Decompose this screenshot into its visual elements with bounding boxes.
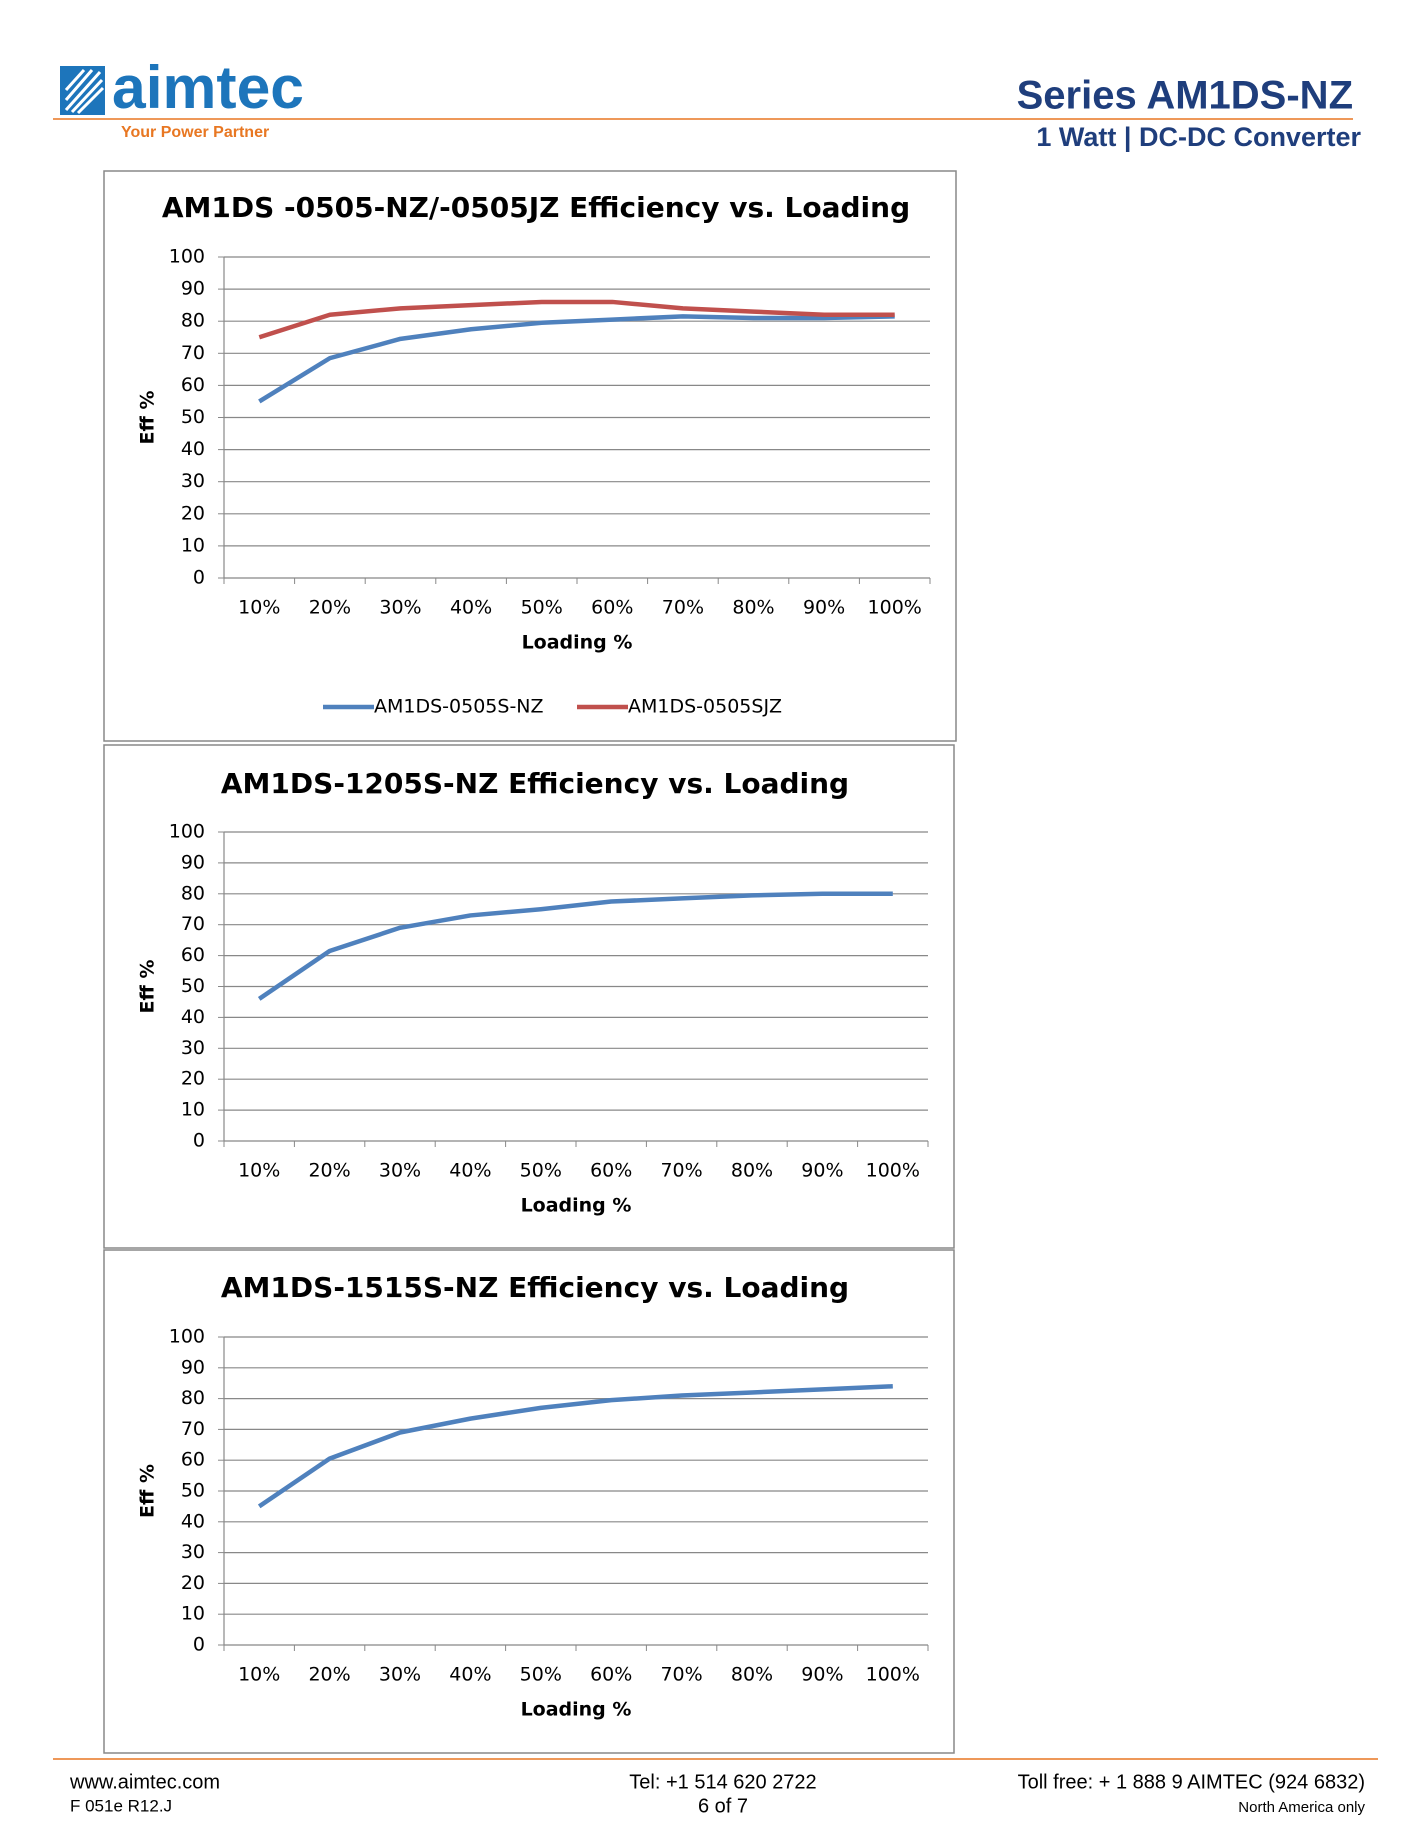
chart-title: AM1DS-1205S-NZ Efficiency vs. Loading bbox=[221, 767, 849, 800]
y-tick-label: 50 bbox=[181, 406, 205, 428]
x-tick-label: 90% bbox=[801, 1664, 843, 1686]
y-tick-label: 20 bbox=[181, 1572, 205, 1594]
y-tick-label: 0 bbox=[193, 567, 205, 589]
y-tick-label: 30 bbox=[181, 1037, 205, 1059]
x-tick-label: 80% bbox=[731, 1160, 773, 1182]
x-tick-label: 50% bbox=[520, 1160, 562, 1182]
y-tick-label: 0 bbox=[193, 1130, 205, 1152]
chart-frame bbox=[103, 170, 957, 742]
x-axis-title: Loading % bbox=[521, 1699, 632, 1721]
y-tick-label: 80 bbox=[181, 882, 205, 904]
y-tick-label: 20 bbox=[181, 502, 205, 524]
y-tick-label: 80 bbox=[181, 310, 205, 332]
x-tick-label: 80% bbox=[731, 1664, 773, 1686]
footer-tel: Tel: +1 514 620 2722 bbox=[629, 1771, 816, 1793]
legend-label: AM1DS-0505SJZ bbox=[628, 696, 782, 718]
footer-region: North America only bbox=[1238, 1799, 1365, 1816]
y-tick-label: 100 bbox=[169, 1326, 205, 1348]
x-tick-label: 70% bbox=[660, 1664, 702, 1686]
y-tick-label: 90 bbox=[181, 278, 205, 300]
x-tick-label: 20% bbox=[308, 1160, 350, 1182]
y-axis-title: Eff % bbox=[137, 1464, 159, 1518]
x-tick-label: 70% bbox=[660, 1160, 702, 1182]
series-line bbox=[258, 314, 895, 404]
y-tick-label: 10 bbox=[181, 1603, 205, 1625]
y-tick-label: 70 bbox=[181, 342, 205, 364]
x-axis-title: Loading % bbox=[522, 632, 633, 654]
x-tick-label: 40% bbox=[450, 597, 492, 619]
y-tick-label: 40 bbox=[181, 1510, 205, 1532]
x-tick-label: 80% bbox=[732, 597, 774, 619]
x-tick-label: 40% bbox=[449, 1664, 491, 1686]
chart-frame bbox=[103, 744, 955, 1249]
footer-page: 6 of 7 bbox=[698, 1795, 748, 1817]
y-tick-label: 10 bbox=[181, 1099, 205, 1121]
tagline: Your Power Partner bbox=[121, 124, 269, 141]
y-tick-label: 60 bbox=[181, 374, 205, 396]
x-tick-label: 20% bbox=[308, 1664, 350, 1686]
y-tick-label: 100 bbox=[169, 821, 205, 843]
series-line bbox=[258, 299, 895, 340]
y-tick-label: 70 bbox=[181, 1418, 205, 1440]
x-tick-label: 10% bbox=[238, 1160, 280, 1182]
x-tick-label: 30% bbox=[379, 1664, 421, 1686]
y-tick-label: 0 bbox=[193, 1634, 205, 1656]
x-tick-label: 90% bbox=[801, 1160, 843, 1182]
chart-frame bbox=[103, 1249, 955, 1754]
y-tick-label: 20 bbox=[181, 1068, 205, 1090]
y-tick-label: 50 bbox=[181, 1480, 205, 1502]
x-tick-label: 70% bbox=[662, 597, 704, 619]
y-tick-label: 30 bbox=[181, 1541, 205, 1563]
logo: aimtec Your Power Partner bbox=[60, 54, 304, 141]
logo-stripes bbox=[64, 68, 105, 115]
chart-title: AM1DS-1515S-NZ Efficiency vs. Loading bbox=[221, 1271, 849, 1304]
y-tick-label: 10 bbox=[181, 534, 205, 556]
y-tick-label: 90 bbox=[181, 851, 205, 873]
y-axis-title: Eff % bbox=[137, 959, 159, 1013]
x-tick-label: 90% bbox=[803, 597, 845, 619]
x-tick-label: 20% bbox=[309, 597, 351, 619]
x-tick-label: 10% bbox=[238, 1664, 280, 1686]
y-tick-label: 40 bbox=[181, 1006, 205, 1028]
footer-website: www.aimtec.com bbox=[69, 1771, 220, 1793]
x-tick-label: 60% bbox=[590, 1664, 632, 1686]
y-axis-title: Eff % bbox=[137, 390, 159, 444]
x-tick-label: 60% bbox=[591, 597, 633, 619]
y-tick-label: 40 bbox=[181, 438, 205, 460]
x-tick-label: 100% bbox=[866, 1664, 920, 1686]
y-tick-label: 60 bbox=[181, 944, 205, 966]
footer-form: F 051e R12.J bbox=[70, 1796, 172, 1815]
series-line bbox=[257, 1384, 893, 1509]
x-tick-label: 30% bbox=[379, 597, 421, 619]
series-line bbox=[257, 891, 893, 1001]
x-tick-label: 40% bbox=[449, 1160, 491, 1182]
y-tick-label: 100 bbox=[169, 246, 205, 268]
y-tick-label: 60 bbox=[181, 1449, 205, 1471]
x-tick-label: 50% bbox=[520, 1664, 562, 1686]
y-tick-label: 30 bbox=[181, 470, 205, 492]
x-tick-label: 10% bbox=[238, 597, 280, 619]
x-axis-title: Loading % bbox=[521, 1195, 632, 1217]
footer-tollfree: Toll free: + 1 888 9 AIMTEC (924 6832) bbox=[1018, 1771, 1365, 1793]
x-tick-label: 100% bbox=[866, 1160, 920, 1182]
legend-label: AM1DS-0505S-NZ bbox=[374, 696, 544, 718]
logo-text: aimtec bbox=[112, 54, 304, 121]
x-tick-label: 30% bbox=[379, 1160, 421, 1182]
header-title: Series AM1DS-NZ bbox=[1017, 74, 1353, 118]
x-tick-label: 100% bbox=[868, 597, 922, 619]
y-tick-label: 50 bbox=[181, 975, 205, 997]
header-subtitle: 1 Watt | DC-DC Converter bbox=[1036, 122, 1361, 152]
y-tick-label: 90 bbox=[181, 1356, 205, 1378]
y-tick-label: 70 bbox=[181, 913, 205, 935]
x-tick-label: 50% bbox=[521, 597, 563, 619]
chart-title: AM1DS -0505-NZ/-0505JZ Efficiency vs. Lo… bbox=[162, 191, 910, 224]
y-tick-label: 80 bbox=[181, 1387, 205, 1409]
x-tick-label: 60% bbox=[590, 1160, 632, 1182]
